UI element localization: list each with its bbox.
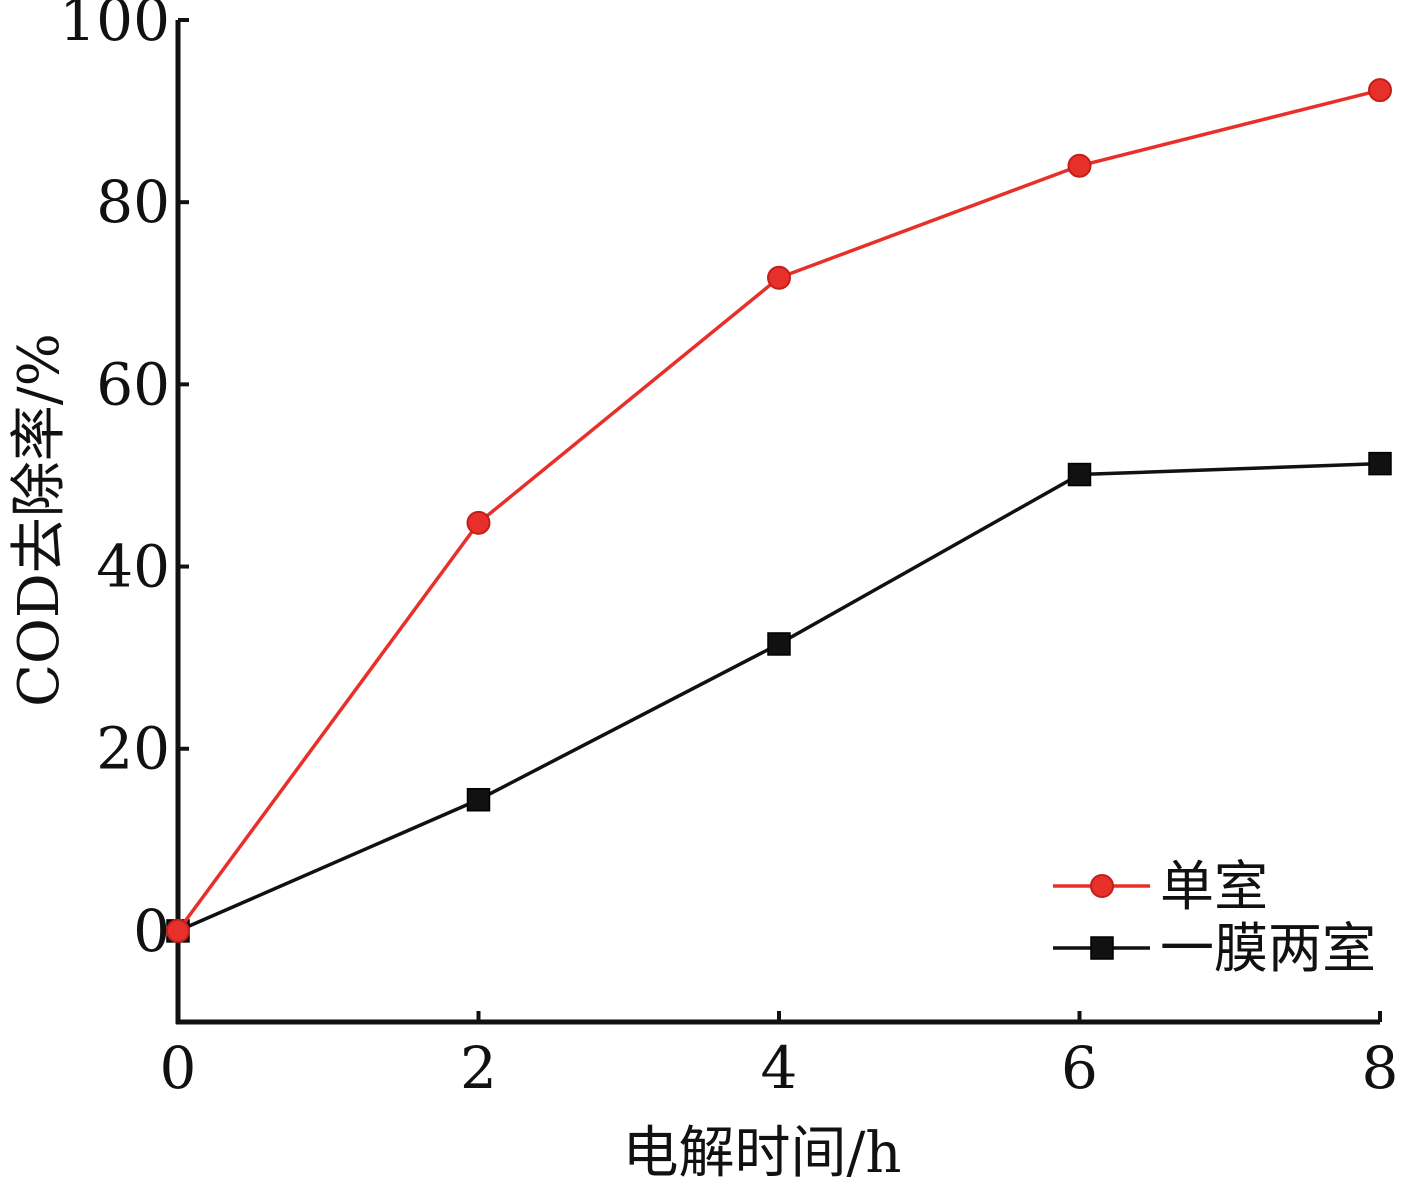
y-tick-label: 60 <box>96 350 170 418</box>
y-tick-label: 100 <box>59 0 170 54</box>
series-layer <box>166 78 1392 943</box>
y-tick-label: 20 <box>96 715 170 783</box>
x-axis-ticks: 0 2 4 6 8 <box>160 1011 1399 1102</box>
y-axis-title: COD去除率/% <box>7 333 72 707</box>
series-2 <box>166 451 1392 943</box>
y-tick-label: 0 <box>133 897 170 965</box>
x-tick-label: 6 <box>1061 1034 1098 1102</box>
y-tick-label: 40 <box>96 533 170 601</box>
marker-square <box>466 787 491 812</box>
x-tick-label: 2 <box>460 1034 497 1102</box>
legend-item: 一膜两室 <box>1053 917 1376 980</box>
series-line <box>176 88 1381 932</box>
x-axis-title: 电解时间/h <box>623 1121 902 1181</box>
legend-label: 一膜两室 <box>1160 917 1376 980</box>
x-tick-label: 4 <box>761 1034 798 1102</box>
marker-circle <box>767 265 791 290</box>
marker-square <box>1067 462 1092 487</box>
marker-circle <box>1368 78 1392 103</box>
marker-circle <box>166 918 190 943</box>
y-axis-ticks: 0 20 40 60 80 100 <box>59 0 189 965</box>
marker-circle <box>1067 153 1092 178</box>
x-tick-label: 8 <box>1362 1034 1399 1102</box>
marker-square <box>767 632 791 656</box>
legend-item: 单室 <box>1053 855 1268 918</box>
legend-label: 单室 <box>1160 855 1268 918</box>
y-tick-label: 80 <box>96 168 170 236</box>
marker-circle <box>1090 874 1114 898</box>
x-tick-label: 0 <box>160 1034 197 1102</box>
marker-square <box>1090 936 1114 960</box>
marker-circle <box>466 510 491 535</box>
marker-square <box>1368 451 1392 476</box>
series-1 <box>166 78 1392 943</box>
